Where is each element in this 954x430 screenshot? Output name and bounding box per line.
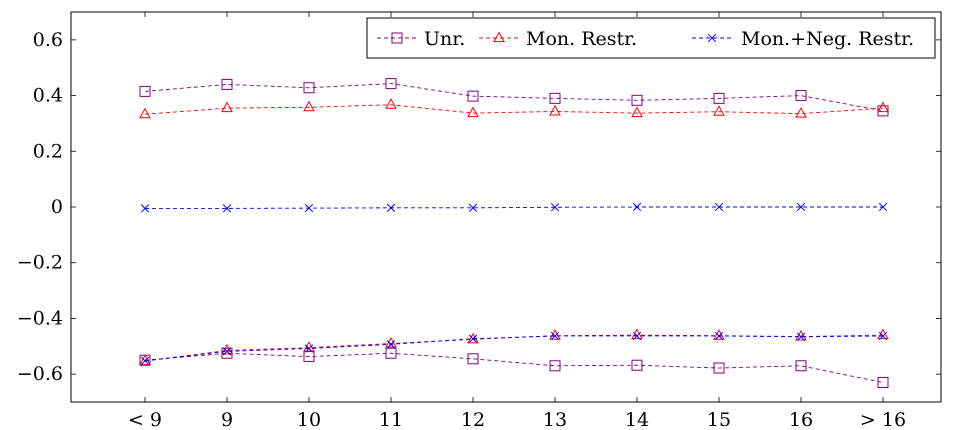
series-line-upper (144, 104, 884, 115)
data-point-triangle (631, 106, 643, 118)
data-point-cross (550, 331, 560, 341)
data-point-triangle (549, 104, 561, 116)
series-line-lower (144, 352, 884, 383)
legend-label-mon-restr: Mon. Restr. (526, 28, 637, 50)
data-point-cross (878, 202, 888, 212)
x-tick-label: 15 (707, 409, 731, 430)
data-point-triangle (139, 107, 151, 119)
data-point-square (221, 78, 233, 90)
data-point-square (467, 90, 479, 102)
data-point-cross (550, 203, 560, 212)
legend-sample-mon-restr (479, 31, 519, 42)
y-tick-label: 0.4 (33, 85, 63, 107)
x-tick-label: < 9 (128, 409, 162, 430)
series-line-upper (144, 83, 884, 112)
data-point-square (385, 78, 397, 90)
y-tick-label: 0.6 (33, 29, 63, 51)
y-tick-label: 0 (51, 196, 63, 218)
data-point-cross (878, 331, 888, 341)
x-tick-label: 10 (297, 409, 321, 430)
plot-frame (70, 11, 942, 403)
series-line-upper (145, 206, 883, 209)
series-line-lower (144, 335, 884, 362)
data-point-square (877, 105, 889, 117)
data-point-cross (468, 203, 478, 212)
data-point-square (877, 377, 889, 388)
y-tick-label: −0.4 (17, 307, 63, 329)
x-tick-label: 11 (379, 409, 403, 430)
data-point-triangle (385, 336, 397, 348)
legend-entry-mon-neg-restr: Mon.+Neg. Restr. (692, 28, 914, 50)
x-tick-label: 16 (789, 409, 813, 430)
legend: Unr. Mon. Restr. Mon.+Neg. Restr. (366, 17, 936, 59)
data-point-triangle (303, 341, 315, 352)
data-point-square (713, 362, 725, 374)
data-point-triangle (221, 101, 233, 113)
data-point-triangle (385, 98, 397, 109)
legend-entry-unr: Unr. (377, 28, 465, 50)
data-point-cross (714, 331, 724, 341)
data-point-triangle (877, 101, 889, 113)
legend-entry-mon-restr: Mon. Restr. (479, 28, 637, 50)
data-point-square (631, 359, 643, 371)
x-tick-label: 12 (461, 409, 485, 430)
legend-box (366, 17, 936, 59)
data-point-cross (632, 202, 642, 212)
data-point-cross (386, 203, 396, 212)
data-point-square (385, 347, 397, 359)
data-point-square (467, 353, 479, 365)
data-point-cross (222, 204, 232, 213)
data-point-square (549, 92, 561, 104)
x-tick-label: 13 (543, 409, 567, 430)
data-point-square (795, 360, 807, 372)
data-point-triangle (795, 330, 807, 341)
data-point-square (631, 94, 643, 106)
data-point-cross (140, 356, 150, 365)
x-tick-label: > 16 (860, 409, 906, 430)
series-0 (139, 78, 889, 388)
data-point-cross (222, 347, 232, 356)
data-point-square (139, 85, 151, 97)
data-point-triangle (549, 329, 561, 340)
data-point-cross (386, 340, 396, 349)
data-point-triangle (221, 343, 233, 355)
data-point-cross (140, 204, 150, 213)
series-1 (139, 98, 889, 366)
data-point-cross (304, 203, 314, 213)
data-point-triangle (795, 107, 807, 118)
y-tick-label: 0.2 (33, 140, 63, 162)
x-tick-label: 9 (221, 409, 233, 430)
y-tick-label: −0.2 (17, 252, 63, 274)
series-2 (140, 202, 888, 365)
series-line-lower (144, 334, 884, 362)
x-tick-label: 14 (625, 409, 649, 430)
data-point-cross (796, 332, 806, 341)
data-point-cross (632, 331, 642, 341)
data-point-triangle (631, 328, 643, 340)
legend-sample-mon-neg-restr (692, 33, 732, 43)
ticks-layer: −0.6 −0.4 −0.2 0 0.2 0.4 0.6 < 9 9 10 11 12 13 14 15 16… (17, 12, 941, 430)
data-point-triangle (493, 31, 505, 42)
data-point-square (303, 82, 315, 94)
data-point-square (549, 360, 561, 372)
data-point-cross (796, 202, 806, 212)
legend-sample-unr (377, 32, 417, 44)
data-point-square (795, 90, 807, 102)
data-point-cross (714, 202, 724, 212)
legend-label-unr: Unr. (424, 28, 465, 50)
y-tick-label: −0.6 (17, 363, 63, 385)
series-layer (139, 78, 889, 388)
data-point-square (713, 92, 725, 104)
data-point-cross (707, 33, 717, 43)
legend-label-mon-neg-restr: Mon.+Neg. Restr. (741, 28, 914, 50)
data-point-triangle (467, 106, 479, 118)
data-point-square (391, 32, 403, 44)
data-point-triangle (303, 100, 315, 112)
data-point-triangle (713, 105, 725, 116)
data-point-cross (304, 344, 314, 353)
data-point-cross (468, 334, 478, 343)
data-point-triangle (877, 328, 889, 340)
data-point-triangle (713, 329, 725, 340)
